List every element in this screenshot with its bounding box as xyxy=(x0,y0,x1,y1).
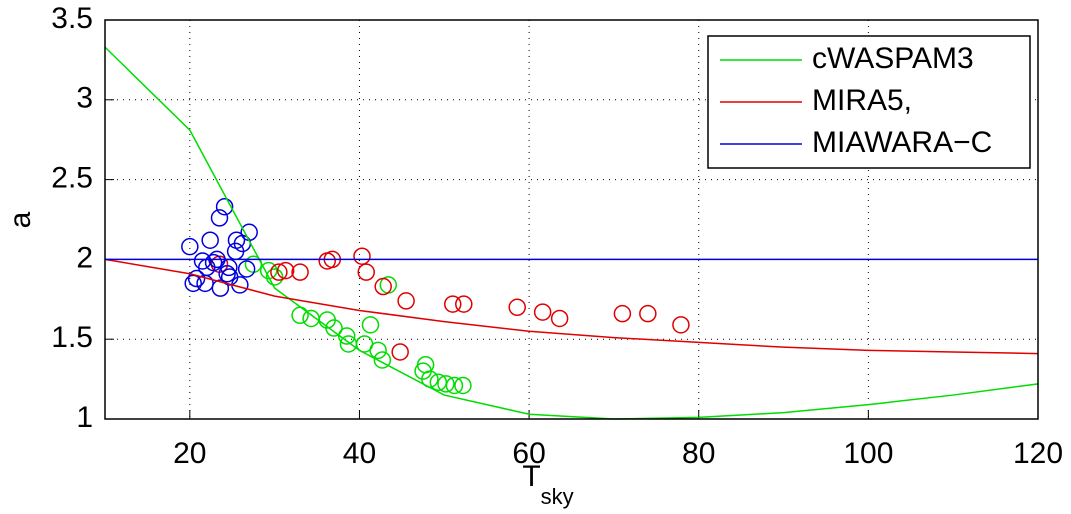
scatter-point xyxy=(444,295,462,313)
scatter-point xyxy=(374,277,392,296)
scatter-point xyxy=(391,343,409,361)
y-tick-label: 3 xyxy=(76,82,93,115)
scatter-point xyxy=(508,298,526,317)
scatter-point xyxy=(437,375,455,393)
x-label-sub: sky xyxy=(541,484,574,509)
x-label-main: T xyxy=(522,460,540,493)
scatter-point xyxy=(445,376,464,395)
scatter-point xyxy=(325,319,343,337)
scatter-point xyxy=(369,341,387,360)
x-tick-label: 100 xyxy=(843,437,893,470)
scatter-point xyxy=(639,304,657,323)
scatter-point xyxy=(291,263,309,281)
scatter-point xyxy=(181,237,199,256)
scatter-point xyxy=(373,351,392,369)
scatter-point xyxy=(187,269,206,288)
y-tick-label: 1.5 xyxy=(51,321,93,354)
scatter-point xyxy=(237,260,256,278)
y-tick-label: 2.5 xyxy=(51,162,93,195)
scatter-point xyxy=(218,265,236,283)
plot-frame xyxy=(104,19,1039,420)
scatter-point xyxy=(613,304,632,323)
y-tick-label: 1 xyxy=(76,401,93,434)
scatter-point xyxy=(201,231,219,249)
line-series xyxy=(104,258,1039,355)
scatter-point xyxy=(455,295,473,313)
x-tick-label: 40 xyxy=(343,437,376,470)
y-tick-label: 3.5 xyxy=(51,2,93,35)
scatter-point xyxy=(361,316,380,334)
line-series xyxy=(104,46,1039,420)
legend-label: MIAWARA−C xyxy=(812,126,992,159)
scatter-point xyxy=(276,261,295,280)
scatter-point xyxy=(672,316,690,334)
legend-label: cWASPAM3 xyxy=(812,42,974,75)
scatter-point xyxy=(215,197,234,216)
scatter-point xyxy=(353,247,371,265)
scatter-point xyxy=(211,279,230,297)
legend-label: MIRA5, xyxy=(812,84,912,117)
scatter-point xyxy=(270,263,288,281)
x-axis-label: Tsky xyxy=(522,460,573,509)
scatter-point xyxy=(357,263,375,281)
scatter-point xyxy=(265,268,284,286)
scatter-point xyxy=(210,209,229,227)
scatter-point xyxy=(533,303,552,321)
x-tick-label: 60 xyxy=(512,437,545,470)
scatter-point xyxy=(454,376,472,395)
x-tick-label: 120 xyxy=(1013,437,1063,470)
scatter-point xyxy=(397,292,415,310)
x-tick-label: 20 xyxy=(173,437,206,470)
x-tick-label: 80 xyxy=(682,437,715,470)
y-tick-label: 2 xyxy=(76,241,93,274)
y-axis-label: a xyxy=(4,211,37,228)
scatter-point xyxy=(550,309,569,328)
